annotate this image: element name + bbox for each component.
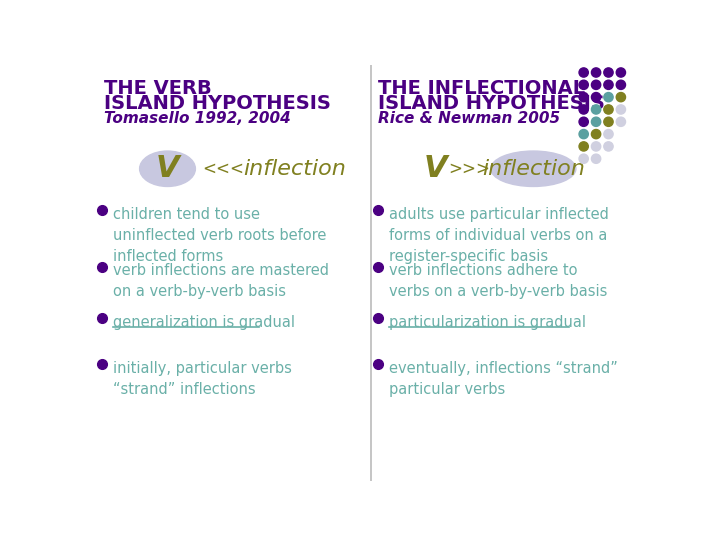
Circle shape <box>579 105 588 114</box>
Text: THE VERB: THE VERB <box>104 79 212 98</box>
Text: Rice & Newman 2005: Rice & Newman 2005 <box>378 111 560 126</box>
Text: particularization is gradual: particularization is gradual <box>389 315 586 330</box>
Circle shape <box>604 142 613 151</box>
Circle shape <box>579 92 588 102</box>
Circle shape <box>579 117 588 126</box>
Text: <<<: <<< <box>202 160 244 178</box>
Circle shape <box>591 130 600 139</box>
Text: >>>: >>> <box>448 160 490 178</box>
Circle shape <box>604 92 613 102</box>
Text: initially, particular verbs
“strand” inflections: initially, particular verbs “strand” inf… <box>113 361 292 397</box>
Text: verb inflections adhere to
verbs on a verb-by-verb basis: verb inflections adhere to verbs on a ve… <box>389 264 608 300</box>
Circle shape <box>591 80 600 90</box>
Text: verb inflections are mastered
on a verb-by-verb basis: verb inflections are mastered on a verb-… <box>113 264 329 300</box>
Text: ISLAND HYPOTHESIS: ISLAND HYPOTHESIS <box>104 94 330 113</box>
Circle shape <box>579 142 588 151</box>
Text: inflection: inflection <box>243 159 346 179</box>
Circle shape <box>616 80 626 90</box>
Circle shape <box>579 154 588 164</box>
Text: adults use particular inflected
forms of individual verbs on a
register-specific: adults use particular inflected forms of… <box>389 207 609 264</box>
Circle shape <box>604 68 613 77</box>
Text: inflection: inflection <box>482 159 585 179</box>
Circle shape <box>604 130 613 139</box>
Text: V: V <box>423 154 447 183</box>
Text: THE INFLECTIONAL: THE INFLECTIONAL <box>378 79 585 98</box>
Circle shape <box>591 142 600 151</box>
Ellipse shape <box>140 151 195 186</box>
Circle shape <box>591 105 600 114</box>
Circle shape <box>604 105 613 114</box>
Text: children tend to use
uninflected verb roots before
inflected forms: children tend to use uninflected verb ro… <box>113 207 327 264</box>
Circle shape <box>579 80 588 90</box>
Circle shape <box>591 68 600 77</box>
Circle shape <box>616 92 626 102</box>
Circle shape <box>616 68 626 77</box>
Circle shape <box>591 117 600 126</box>
Text: ISLAND HYPOTHESIS: ISLAND HYPOTHESIS <box>378 94 606 113</box>
Circle shape <box>604 117 613 126</box>
Circle shape <box>591 92 600 102</box>
Circle shape <box>616 117 626 126</box>
Circle shape <box>616 105 626 114</box>
Circle shape <box>579 130 588 139</box>
Text: eventually, inflections “strand”
particular verbs: eventually, inflections “strand” particu… <box>389 361 618 397</box>
Text: Tomasello 1992, 2004: Tomasello 1992, 2004 <box>104 111 291 126</box>
Circle shape <box>579 68 588 77</box>
Ellipse shape <box>490 151 576 186</box>
Circle shape <box>604 80 613 90</box>
Circle shape <box>591 154 600 164</box>
Text: V: V <box>156 154 179 183</box>
Text: generalization is gradual: generalization is gradual <box>113 315 295 330</box>
